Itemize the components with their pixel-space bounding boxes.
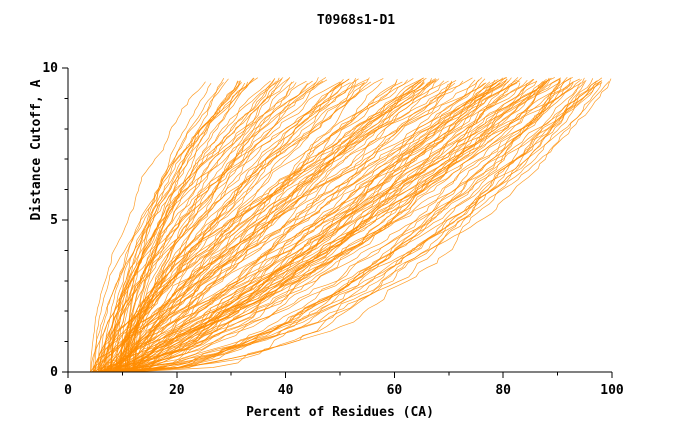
axes: 0 20 40 60 80 100 0 5 10 — [42, 61, 624, 398]
y-tick-label: 0 — [50, 365, 58, 380]
x-tick-label: 80 — [495, 383, 511, 398]
y-tick-label: 10 — [42, 61, 58, 76]
y-tick-label: 5 — [50, 213, 58, 228]
chart-title: T0968s1-D1 — [317, 13, 395, 28]
x-tick-label: 0 — [64, 383, 72, 398]
x-tick-label: 100 — [600, 383, 624, 398]
x-tick-label: 20 — [169, 383, 185, 398]
x-tick-label: 60 — [387, 383, 403, 398]
model-curves — [89, 76, 612, 373]
x-axis-label: Percent of Residues (CA) — [246, 405, 434, 420]
y-axis-label: Distance Cutoff, A — [29, 79, 44, 220]
x-tick-label: 40 — [278, 383, 294, 398]
